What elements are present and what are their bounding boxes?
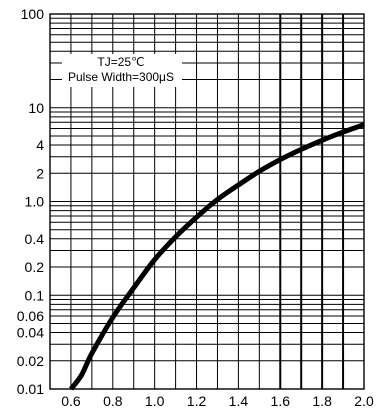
annotation-background — [62, 54, 182, 87]
x-tick-label: 1.0 — [145, 393, 165, 409]
y-tick-label: 10 — [28, 100, 44, 116]
grid-layer — [50, 14, 364, 389]
plot-frame — [49, 13, 365, 390]
annotation-line-1: TJ=25℃ — [97, 55, 144, 69]
y-tick-label: 1.0 — [25, 194, 45, 210]
series-layer — [68, 122, 365, 391]
x-tick-label: 0.8 — [103, 393, 123, 409]
x-tick-label: 1.4 — [229, 393, 249, 409]
y-tick-label: 2 — [36, 165, 44, 181]
y-tick-labels: 0.01 0.02 0.040.06 0.1 0.2 0.4 1.0 2 4 10 100 — [17, 6, 44, 397]
y-tick-label: 0.1 — [25, 287, 45, 303]
y-tick-label: 0.04 — [17, 325, 44, 341]
y-tick-label: 4 — [36, 137, 44, 153]
y-tick-label: 0.06 — [17, 308, 44, 324]
x-tick-label: 1.6 — [271, 393, 291, 409]
forward-current-curve — [68, 122, 365, 391]
x-tick-label: 1.8 — [312, 393, 332, 409]
x-tick-label: 0.6 — [61, 393, 81, 409]
x-tick-labels: 0.6 0.8 1.0 1.2 1.4 1.6 1.8 2.0 — [61, 393, 374, 409]
y-tick-label: 100 — [21, 6, 45, 22]
y-tick-label: 0.2 — [25, 259, 45, 275]
annotation-line-2: Pulse Width=300μS — [68, 70, 174, 84]
annotation-box: TJ=25℃ Pulse Width=300μS — [62, 54, 182, 87]
y-tick-label: 0.4 — [25, 231, 45, 247]
y-tick-label: 0.02 — [17, 353, 44, 369]
y-tick-label: 0.01 — [17, 381, 44, 397]
x-tick-label: 2.0 — [354, 393, 374, 409]
x-tick-label: 1.2 — [187, 393, 207, 409]
